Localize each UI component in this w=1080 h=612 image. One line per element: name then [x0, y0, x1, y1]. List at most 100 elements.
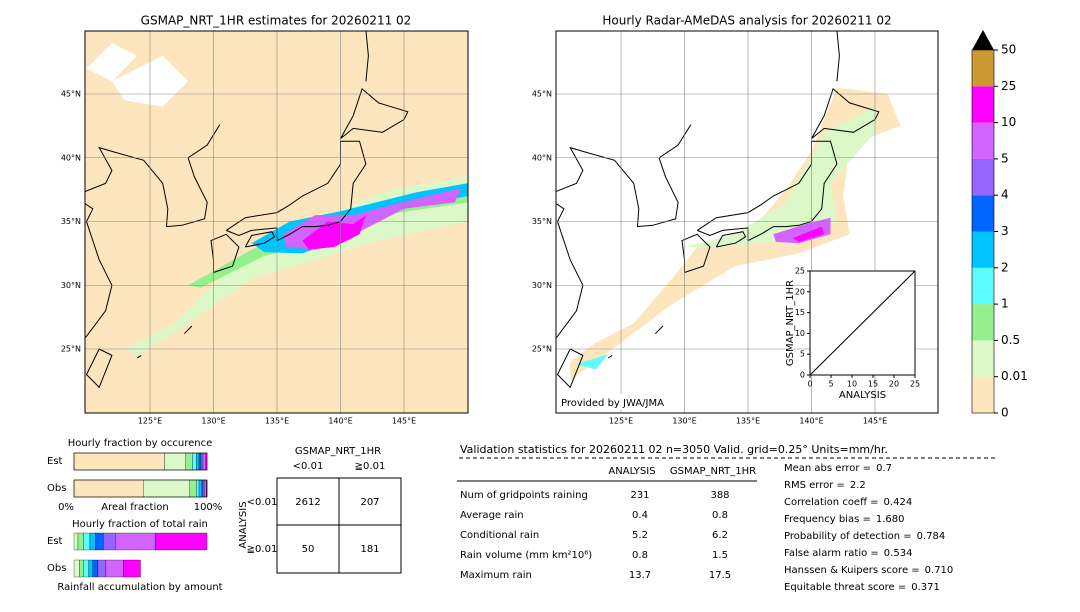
fraction-segment — [73, 559, 80, 578]
row-label: Conditional rain — [460, 530, 539, 541]
row-label: Average rain — [460, 510, 524, 521]
map-title: GSMAP_NRT_1HR estimates for 20260211 02 — [141, 14, 412, 28]
score-part: False alarm ratio = — [784, 548, 879, 559]
lon-label: 140°E — [799, 417, 823, 426]
score: Correlation coeff = 0.424 — [784, 497, 912, 508]
coastline — [85, 124, 221, 339]
lon-label: 125°E — [609, 417, 633, 426]
coastline — [244, 231, 276, 248]
cell: 0.4 — [632, 510, 648, 521]
cell: 388 — [710, 490, 729, 501]
fraction-segment — [95, 532, 104, 551]
row-label: Est — [47, 456, 63, 467]
row-label: ≧0.01 — [247, 544, 278, 555]
fraction-segment — [73, 452, 165, 471]
score: Hanssen & Kuipers score = 0.710 — [784, 565, 953, 576]
lon-label: 135°E — [736, 417, 760, 426]
cell: 1.5 — [712, 550, 728, 561]
y-tick-label: 10 — [795, 329, 805, 338]
panel-title: Hourly fraction by occurence — [68, 438, 212, 449]
map-frame — [555, 30, 939, 414]
fraction-segment — [201, 479, 204, 498]
x-tick-label: 5 — [828, 380, 833, 389]
coastline — [811, 88, 880, 139]
fraction-segment — [192, 452, 197, 471]
fraction-segment — [73, 532, 79, 551]
x-tick-label: 10 — [847, 380, 857, 389]
x-tick-label: 25 — [910, 380, 920, 389]
credit: Provided by JWA/JMA — [561, 398, 664, 409]
score-part: Probability of detection = — [784, 531, 912, 542]
y-tick-label: 15 — [795, 308, 805, 317]
bar-frame — [73, 479, 208, 498]
row-label: Obs — [47, 563, 66, 574]
y-tick-label: 20 — [795, 287, 805, 296]
fraction-segment — [79, 559, 84, 578]
y-tick-label: 5 — [800, 350, 805, 359]
lat-label: 25°N — [61, 345, 81, 354]
lat-label: 40°N — [532, 153, 552, 162]
row-label: Obs — [47, 483, 66, 494]
colorbar-label: 0 — [1001, 406, 1009, 420]
table-title: GSMAP_NRT_1HR — [295, 446, 381, 457]
score-part: RMS error = — [784, 480, 845, 491]
colorbar-segment — [972, 86, 994, 123]
cell: 181 — [360, 544, 379, 555]
axis-label: Areal fraction — [101, 502, 168, 513]
fraction-segment — [185, 452, 193, 471]
credit-box — [558, 394, 668, 410]
lat-label: 25°N — [532, 345, 552, 354]
score-part: 1.680 — [876, 514, 905, 525]
colorbar-label: 3 — [1001, 224, 1009, 238]
colorbar-label: 50 — [1001, 43, 1016, 57]
coastline — [183, 325, 193, 335]
cell: 0.8 — [712, 510, 728, 521]
panel-title: Hourly fraction of total rain — [72, 519, 208, 530]
coastline — [340, 88, 409, 139]
coastline — [654, 325, 664, 335]
colorbar-segment — [972, 340, 994, 377]
cell: 5.2 — [632, 530, 648, 541]
colorbar-segment — [972, 50, 994, 87]
fraction-segment — [105, 559, 124, 578]
score: Frequency bias = 1.680 — [784, 514, 905, 525]
score-part: Frequency bias = — [784, 514, 871, 525]
coastline — [608, 354, 613, 359]
colorbar-label: 5 — [1001, 151, 1009, 165]
fraction-segment — [92, 559, 99, 578]
fraction-segment — [196, 452, 200, 471]
score: Equitable threat score = 0.371 — [784, 582, 940, 593]
fraction-segment — [123, 559, 141, 578]
fraction-segment — [73, 479, 144, 498]
fraction-segment — [103, 532, 116, 551]
fraction-segment — [77, 532, 84, 551]
score-part: 0.371 — [911, 582, 940, 593]
score-part: 0.534 — [884, 548, 913, 559]
colorbar-label: 25 — [1001, 79, 1016, 93]
lon-label: 130°E — [672, 417, 696, 426]
colorbar-segment — [972, 231, 994, 268]
row-label: Maximum rain — [460, 570, 532, 581]
fraction-segment — [202, 479, 205, 498]
fraction-segment — [83, 559, 89, 578]
row-label: Num of gridpoints raining — [460, 490, 588, 501]
lon-label: 145°E — [392, 417, 416, 426]
lat-label: 45°N — [532, 90, 552, 99]
colorbar-label: 0.01 — [1001, 369, 1028, 383]
score: Mean abs error = 0.7 — [784, 463, 892, 474]
cell: 17.5 — [709, 570, 731, 581]
colorbar-label: 4 — [1001, 188, 1009, 202]
score-part: 2.2 — [850, 480, 866, 491]
y-axis-label: GSMAP_NRT_1HR — [785, 280, 796, 366]
axis-label: 100% — [194, 502, 223, 513]
fraction-segment — [198, 452, 202, 471]
lat-label: 40°N — [61, 153, 81, 162]
cell: 13.7 — [629, 570, 651, 581]
fraction-segment — [97, 559, 107, 578]
panel-footer: Rainfall accumulation by amount — [57, 582, 222, 593]
map-left — [85, 31, 468, 413]
rain-area — [576, 354, 609, 370]
score: RMS error = 2.2 — [784, 480, 866, 491]
lat-label: 35°N — [61, 217, 81, 226]
